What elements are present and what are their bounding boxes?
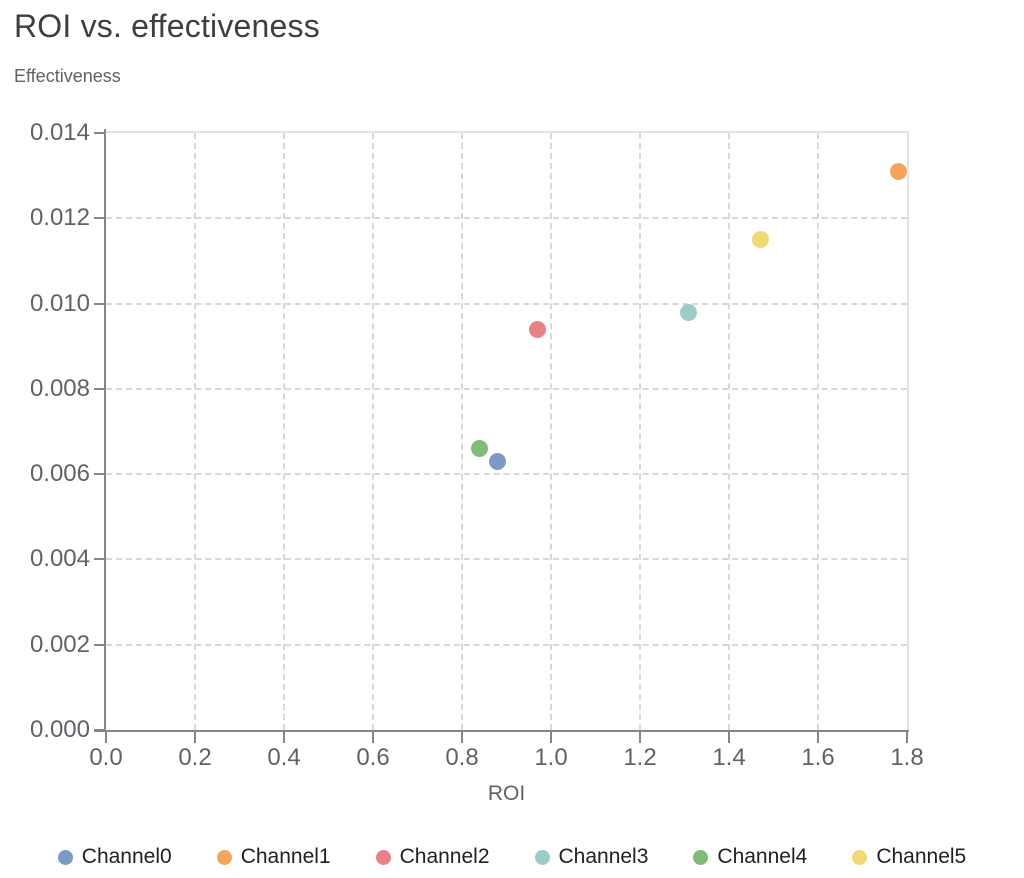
- y-axis-tick: [94, 387, 104, 390]
- legend-item-channel1[interactable]: Channel1: [216, 845, 331, 869]
- legend-item-channel3[interactable]: Channel3: [534, 845, 649, 869]
- legend-item-channel5[interactable]: Channel5: [852, 845, 966, 869]
- x-tick-label: 1.0: [534, 744, 568, 771]
- data-point-channel4[interactable]: [471, 440, 489, 458]
- legend-item-channel4[interactable]: Channel4: [693, 845, 807, 869]
- y-axis-tick: [94, 217, 104, 220]
- data-point-channel0[interactable]: [489, 452, 507, 470]
- gridline-vertical: [283, 133, 285, 730]
- legend-label: Channel3: [558, 845, 649, 868]
- x-tick-label: 0.4: [267, 744, 301, 771]
- x-tick-label: 1.8: [890, 744, 924, 771]
- y-axis-line: [104, 129, 106, 732]
- x-axis-line: [94, 730, 909, 732]
- legend-label: Channel0: [81, 845, 172, 868]
- legend-dot-icon: [216, 849, 232, 865]
- data-point-channel5[interactable]: [751, 231, 769, 249]
- legend-dot-icon: [57, 849, 73, 865]
- gridline-vertical: [194, 133, 196, 730]
- legend-label: Channel4: [717, 845, 808, 868]
- legend-item-channel2[interactable]: Channel2: [375, 845, 490, 869]
- gridline-horizontal: [106, 302, 907, 305]
- y-axis-title: Effectiveness: [14, 66, 121, 86]
- legend-dot-icon: [693, 849, 709, 865]
- legend-dot-icon: [534, 849, 550, 865]
- y-axis-tick: [94, 643, 104, 646]
- y-axis-tick: [94, 132, 104, 134]
- gridline-horizontal: [106, 387, 907, 390]
- gridline-horizontal: [106, 558, 907, 561]
- x-tick-label: 0.2: [178, 744, 212, 771]
- legend: Channel0 Channel1 Channel2 Channel3 Channel4…: [0, 845, 1024, 869]
- y-tick-label: 0.004: [29, 545, 90, 573]
- legend-dot-icon: [375, 849, 391, 865]
- gridline-vertical: [728, 133, 730, 730]
- gridline-vertical: [372, 133, 374, 730]
- plot-border-right: [907, 131, 909, 732]
- y-tick-label: 0.006: [29, 460, 90, 488]
- legend-item-channel0[interactable]: Channel0: [57, 845, 172, 869]
- chart-title: ROI vs. effectiveness: [14, 8, 320, 44]
- gridline-vertical: [817, 133, 819, 730]
- legend-label: Channel2: [399, 845, 490, 868]
- gridline-horizontal: [106, 217, 907, 220]
- data-point-channel2[interactable]: [529, 320, 547, 338]
- y-axis-tick: [94, 302, 104, 305]
- x-axis-tick: [461, 732, 463, 743]
- gridline-horizontal: [106, 643, 907, 646]
- y-axis-tick: [94, 558, 104, 561]
- x-axis-tick: [105, 732, 107, 743]
- x-tick-label: 0.6: [356, 744, 390, 771]
- y-tick-label: 0.010: [29, 289, 90, 317]
- x-axis-tick: [728, 732, 730, 743]
- x-axis-tick: [906, 732, 908, 743]
- x-tick-label: 1.2: [623, 744, 657, 771]
- legend-label: Channel1: [240, 845, 331, 868]
- legend-label: Channel5: [876, 845, 967, 868]
- gridline-vertical: [639, 133, 641, 730]
- y-tick-label: 0.014: [29, 119, 90, 146]
- x-tick-label: 0.0: [89, 744, 123, 771]
- gridline-horizontal: [106, 473, 907, 476]
- x-tick-label: 0.8: [445, 744, 479, 771]
- x-tick-label: 1.4: [712, 744, 746, 771]
- y-axis-tick: [94, 473, 104, 476]
- plot-area: 0.0 0.2 0.4 0.6 0.8 1.0 1.2 1.4 1.6 1.8 0.000 0.002…: [30, 119, 924, 771]
- x-axis-tick: [550, 732, 552, 743]
- data-point-channel1[interactable]: [889, 162, 907, 180]
- gridline-vertical: [461, 133, 463, 730]
- x-tick-label: 1.6: [801, 744, 835, 771]
- y-axis-tick: [94, 729, 104, 731]
- y-tick-label: 0.000: [29, 716, 90, 743]
- x-axis-tick: [817, 732, 819, 743]
- y-tick-label: 0.002: [29, 630, 90, 658]
- x-axis-title: ROI: [487, 782, 526, 805]
- x-axis-tick: [639, 732, 641, 743]
- y-tick-label: 0.008: [29, 374, 90, 402]
- data-point-channel3[interactable]: [680, 303, 698, 321]
- x-axis-tick: [283, 732, 285, 743]
- y-tick-label: 0.012: [29, 204, 90, 232]
- gridline-vertical: [550, 133, 552, 730]
- plot-border-top: [106, 131, 907, 133]
- legend-dot-icon: [852, 849, 868, 865]
- x-axis-tick: [372, 732, 374, 743]
- x-axis-tick: [194, 732, 196, 743]
